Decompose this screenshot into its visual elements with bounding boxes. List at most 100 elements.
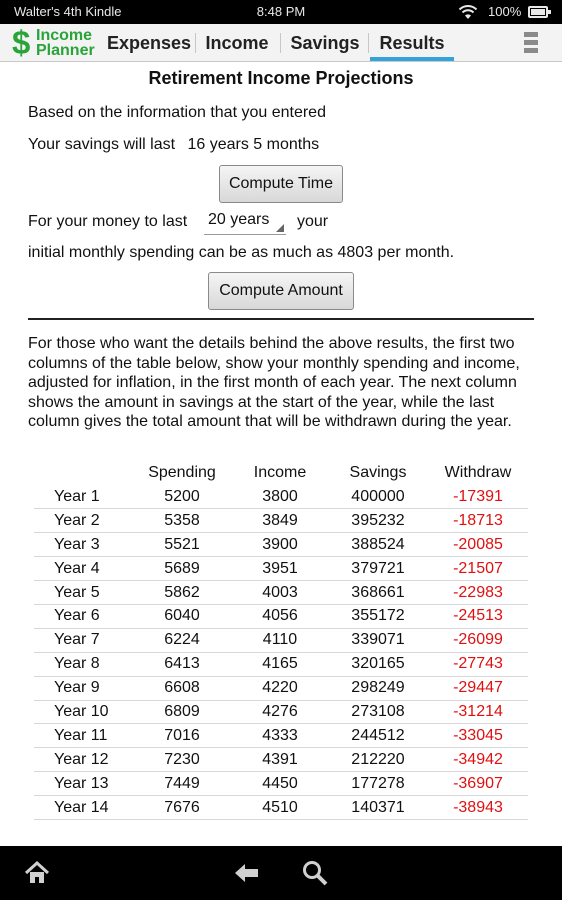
years-dropdown-value: 20 years [208,211,270,228]
cell-year: Year 1 [34,485,132,510]
tab-divider [195,33,196,53]
cell-income: 4276 [232,700,328,725]
cell-year: Year 13 [34,771,132,797]
cell-withdraw: -22983 [428,580,528,605]
logo-text-line1: Income [36,27,93,44]
cell-year: Year 10 [34,700,132,725]
cell-income: 4391 [232,747,328,773]
table-row: Year 4 5689 3951 379721 -21507 [34,556,528,582]
cell-income: 3951 [232,556,328,582]
active-tab-indicator [370,57,454,61]
cell-year: Year 2 [34,508,132,534]
app-logo: $ Income Planner [12,24,100,61]
battery-icon [528,6,551,18]
cell-income: 4165 [232,652,328,677]
cell-savings: 379721 [328,556,428,582]
compute-time-button[interactable]: Compute Time [219,165,343,203]
tab-expenses[interactable]: Expenses [106,33,192,53]
cell-year: Year 7 [34,628,132,653]
cell-withdraw: -18713 [428,508,528,534]
tab-results[interactable]: Results [379,33,445,53]
cell-year: Year 5 [34,580,132,605]
cell-income: 3900 [232,532,328,558]
column-header-withdraw: Withdraw [444,464,512,481]
tab-savings[interactable]: Savings [290,33,360,53]
cell-withdraw: -38943 [428,795,528,820]
cell-savings: 400000 [328,485,428,510]
cell-spending: 6224 [132,628,232,653]
cell-year: Year 3 [34,532,132,558]
cell-savings: 177278 [328,771,428,797]
cell-savings: 273108 [328,700,428,725]
table-row: Year 12 7230 4391 212220 -34942 [34,747,528,773]
cell-income: 4333 [232,723,328,749]
table-header-row: Spending Income Savings Withdraw [34,461,528,485]
table-row: Year 2 5358 3849 395232 -18713 [34,508,528,534]
money-last-suffix: your [297,213,329,230]
compute-amount-button[interactable]: Compute Amount [208,272,354,310]
column-header-savings: Savings [349,464,407,481]
cell-spending: 5689 [132,556,232,582]
section-divider [28,318,534,320]
status-bar: Walter's 4th Kindle 8:48 PM 100% [0,0,562,24]
cell-withdraw: -33045 [428,723,528,749]
cell-income: 3800 [232,485,328,510]
cell-spending: 7449 [132,771,232,797]
table-row: Year 1 5200 3800 400000 -17391 [34,485,528,510]
cell-year: Year 4 [34,556,132,582]
tab-income[interactable]: Income [205,33,269,53]
overflow-menu-icon[interactable] [522,30,542,56]
results-content[interactable]: Retirement Income Projections Based on t… [0,62,562,846]
home-icon[interactable] [22,858,52,888]
search-icon[interactable] [300,858,330,888]
column-header-spending: Spending [148,464,216,481]
savings-last-label: Your savings will last [28,136,176,153]
table-row: Year 13 7449 4450 177278 -36907 [34,771,528,797]
table-row: Year 8 6413 4165 320165 -27743 [34,652,528,677]
cell-year: Year 11 [34,723,132,749]
cell-year: Year 12 [34,747,132,773]
cell-spending: 5521 [132,532,232,558]
table-row: Year 6 6040 4056 355172 -24513 [34,604,528,629]
table-row: Year 7 6224 4110 339071 -26099 [34,628,528,653]
cell-spending: 6413 [132,652,232,677]
cell-withdraw: -17391 [428,485,528,510]
years-dropdown[interactable]: 20 years [204,209,286,235]
cell-spending: 5862 [132,580,232,605]
battery-percent: 100% [488,4,522,19]
cell-withdraw: -27743 [428,652,528,677]
cell-savings: 355172 [328,604,428,629]
cell-withdraw: -34942 [428,747,528,773]
cell-year: Year 14 [34,795,132,820]
status-clock: 8:48 PM [256,4,306,19]
cell-savings: 339071 [328,628,428,653]
cell-savings: 395232 [328,508,428,534]
cell-withdraw: -26099 [428,628,528,653]
cell-income: 4220 [232,676,328,701]
cell-spending: 5358 [132,508,232,534]
intro-text: Based on the information that you entere… [28,104,326,121]
table-row: Year 10 6809 4276 273108 -31214 [34,700,528,725]
cell-savings: 368661 [328,580,428,605]
cell-income: 4003 [232,580,328,605]
cell-savings: 140371 [328,795,428,820]
cell-withdraw: -36907 [428,771,528,797]
cell-savings: 388524 [328,532,428,558]
column-header-year [34,461,132,485]
cell-year: Year 8 [34,652,132,677]
table-row: Year 14 7676 4510 140371 -38943 [34,795,528,820]
page-title: Retirement Income Projections [148,68,414,88]
cell-income: 4110 [232,628,328,653]
table-row: Year 11 7016 4333 244512 -33045 [34,723,528,749]
bottom-nav-bar [0,846,562,900]
cell-spending: 6809 [132,700,232,725]
cell-spending: 6040 [132,604,232,629]
cell-income: 4510 [232,795,328,820]
cell-spending: 6608 [132,676,232,701]
details-paragraph: For those who want the details behind th… [28,335,520,431]
logo-text-line2: Planner [36,42,95,59]
cell-spending: 7230 [132,747,232,773]
back-arrow-icon[interactable] [232,858,262,888]
savings-last-row: Your savings will last 16 years 5 months [28,136,319,154]
